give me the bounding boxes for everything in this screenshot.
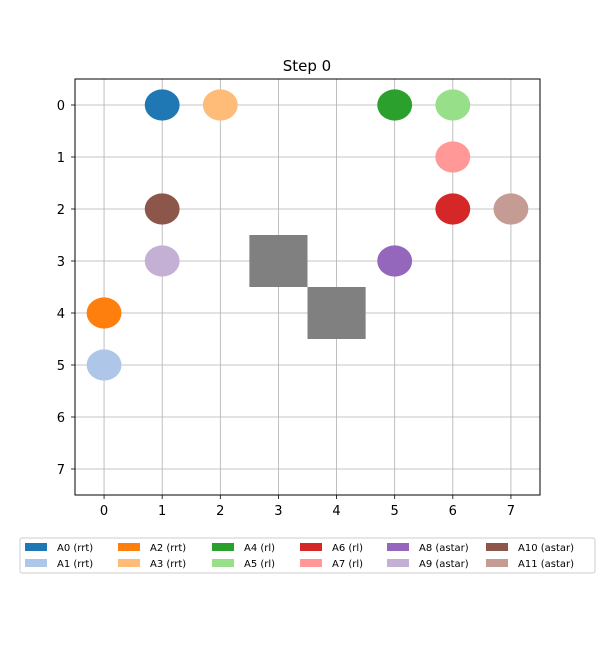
legend-swatch (212, 559, 234, 567)
legend-label: A3 (rrt) (150, 559, 186, 570)
obstacles (249, 235, 366, 339)
obstacle-block (249, 235, 308, 287)
legend-swatch (212, 543, 234, 551)
agents (86, 89, 529, 381)
legend-label: A11 (astar) (518, 559, 574, 570)
chart-title: Step 0 (283, 57, 331, 75)
y-tick-label: 3 (57, 255, 65, 270)
agent-marker (86, 349, 122, 381)
legend-swatch (118, 543, 140, 551)
legend-swatch (387, 559, 409, 567)
y-tick-label: 6 (57, 411, 65, 426)
y-tick-label: 5 (57, 359, 65, 374)
legend-label: A7 (rl) (332, 559, 363, 570)
y-tick-label: 7 (57, 463, 65, 478)
x-tick-label: 4 (332, 504, 340, 519)
y-tick-label: 4 (57, 307, 65, 322)
agent-marker (435, 141, 471, 173)
obstacle-block (307, 287, 366, 339)
y-tick-label: 1 (57, 151, 65, 166)
legend-swatch (25, 543, 47, 551)
legend-swatch (300, 559, 322, 567)
legend-label: A0 (rrt) (57, 543, 93, 554)
legend-label: A9 (astar) (419, 559, 469, 570)
legend-label: A6 (rl) (332, 543, 363, 554)
legend-label: A2 (rrt) (150, 543, 186, 554)
agent-marker (377, 245, 413, 277)
legend-swatch (486, 543, 508, 551)
legend-label: A1 (rrt) (57, 559, 93, 570)
x-tick-label: 1 (158, 504, 166, 519)
agent-marker (144, 245, 180, 277)
y-tick-label: 2 (57, 203, 65, 218)
x-tick-label: 7 (507, 504, 515, 519)
legend-swatch (25, 559, 47, 567)
plot-area-frame (74, 78, 541, 496)
agent-marker (493, 193, 529, 225)
legend-swatch (486, 559, 508, 567)
y-tick-label: 0 (57, 99, 65, 114)
agent-marker (144, 89, 180, 121)
legend-swatch (300, 543, 322, 551)
agent-marker (377, 89, 413, 121)
x-tick-label: 2 (216, 504, 224, 519)
legend-swatch (387, 543, 409, 551)
legend-swatch (118, 559, 140, 567)
agent-marker (144, 193, 180, 225)
x-tick-label: 6 (449, 504, 457, 519)
legend-label: A5 (rl) (244, 559, 275, 570)
agent-marker (86, 297, 122, 329)
x-tick-label: 0 (100, 504, 108, 519)
axis-ticks: 0 1 2 3 4 5 6 7 0 1 2 3 4 5 6 7 (57, 99, 515, 519)
legend-label: A8 (astar) (419, 543, 469, 554)
agent-marker (202, 89, 238, 121)
legend-frame (19, 537, 596, 574)
legend-label: A4 (rl) (244, 543, 275, 554)
legend: A0 (rrt) A1 (rrt) A2 (rrt) A3 (rrt) A4 (rl) A… (19, 537, 596, 574)
legend-label: A10 (astar) (518, 543, 574, 554)
agent-marker (435, 89, 471, 121)
x-tick-label: 3 (274, 504, 282, 519)
x-tick-label: 5 (391, 504, 399, 519)
agent-marker (435, 193, 471, 225)
